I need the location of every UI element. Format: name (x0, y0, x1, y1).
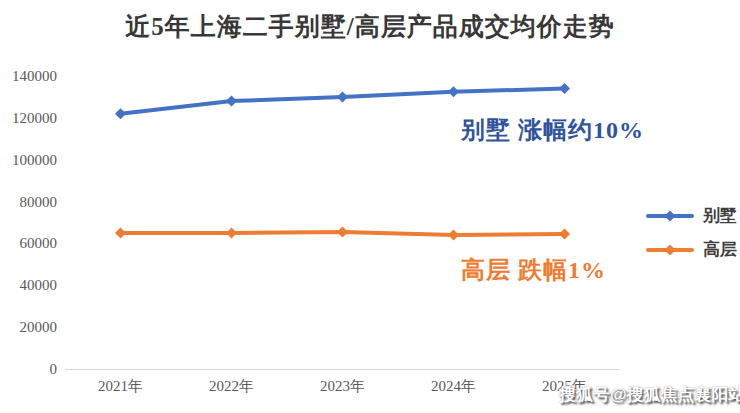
highrise-data-point-marker (226, 227, 237, 238)
x-tick-label: 2021年 (81, 377, 161, 395)
villa-data-point-marker (115, 108, 126, 119)
y-tick-label: 20000 (0, 318, 57, 336)
y-tick-label: 60000 (0, 234, 57, 252)
highrise-annotation: 高层 跌幅1% (461, 254, 606, 286)
highrise-legend-marker-icon (646, 244, 694, 256)
villa-annotation: 别墅 涨幅约10% (461, 114, 644, 146)
villa-data-point-marker (337, 91, 348, 102)
highrise-data-point-marker (559, 229, 570, 240)
villa-data-point-marker (559, 83, 570, 94)
y-tick-label: 40000 (0, 276, 57, 294)
y-tick-label: 100000 (0, 151, 57, 169)
y-tick-label: 120000 (0, 109, 57, 127)
highrise-data-point-marker (115, 227, 126, 238)
highrise-data-point-marker (337, 226, 348, 237)
plot-area (0, 0, 740, 413)
legend: 别墅 高层 (646, 204, 737, 261)
highrise-data-point-marker (448, 230, 459, 241)
legend-item-villa: 别墅 (646, 204, 737, 227)
sohu-watermark: 搜狐号@搜狐焦点襄阳站 (559, 383, 740, 406)
x-axis-line (65, 369, 620, 370)
villa-data-point-marker (226, 96, 237, 107)
x-tick-label: 2024年 (414, 377, 494, 395)
x-tick-label: 2023年 (303, 377, 383, 395)
legend-label-highrise: 高层 (703, 238, 737, 261)
legend-label-villa: 别墅 (703, 204, 737, 227)
villa-legend-marker-icon (646, 210, 694, 222)
x-tick-label: 2022年 (192, 377, 272, 395)
y-tick-label: 140000 (0, 67, 57, 85)
y-tick-label: 80000 (0, 193, 57, 211)
villa-data-point-marker (448, 86, 459, 97)
y-tick-label: 0 (0, 360, 57, 378)
legend-item-highrise: 高层 (646, 238, 737, 261)
chart-canvas: 近5年上海二手别墅/高层产品成交均价走势 0200004000060000800… (0, 0, 740, 413)
